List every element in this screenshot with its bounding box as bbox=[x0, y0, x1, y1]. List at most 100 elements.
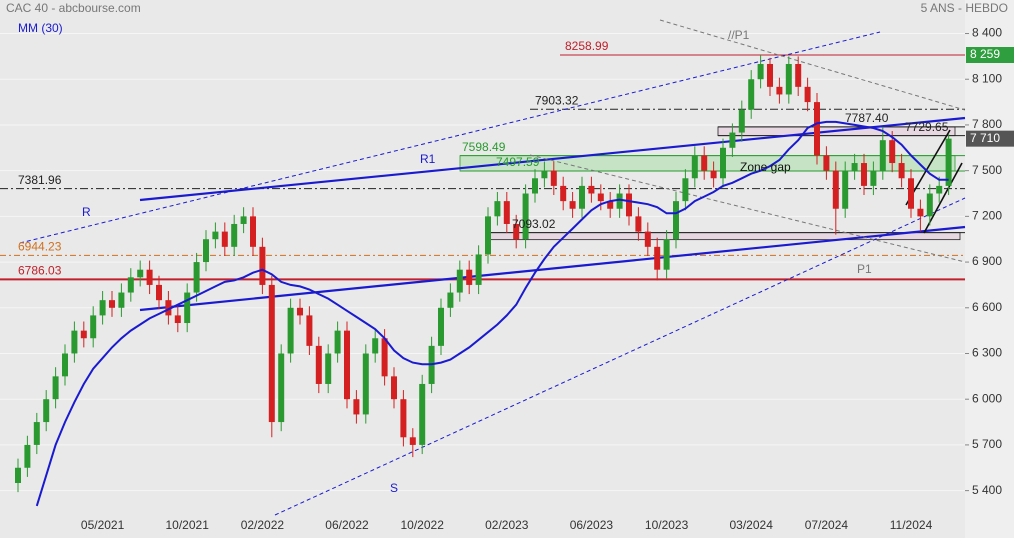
candle-body bbox=[90, 315, 97, 339]
level-label: 7381.96 bbox=[18, 173, 62, 187]
candle-body bbox=[673, 201, 679, 240]
y-tick-label: 6 900 bbox=[972, 254, 1002, 268]
level-label: 8258.99 bbox=[565, 39, 609, 53]
candle-body bbox=[15, 467, 21, 484]
candle-body bbox=[165, 300, 172, 316]
candle-body bbox=[626, 193, 632, 217]
candle-body bbox=[814, 102, 820, 156]
y-tick-label: 8 100 bbox=[972, 71, 1002, 85]
y-tick-label: 5 700 bbox=[972, 437, 1002, 451]
x-tick-label: 10/2021 bbox=[166, 518, 210, 532]
candle-body bbox=[268, 284, 275, 423]
level-label: 7787.40 bbox=[845, 111, 889, 125]
candle-body bbox=[325, 353, 332, 384]
candle-body bbox=[550, 170, 557, 186]
candle-body bbox=[870, 170, 877, 186]
candle-body bbox=[475, 254, 482, 285]
candle-body bbox=[221, 231, 228, 247]
candle-body bbox=[438, 307, 444, 346]
candle-body bbox=[889, 140, 896, 164]
candle-body bbox=[174, 315, 181, 324]
candles bbox=[15, 55, 952, 493]
candle-body bbox=[785, 63, 792, 95]
annotation: //P1 bbox=[728, 28, 750, 42]
candle-body bbox=[691, 155, 698, 179]
candle-body bbox=[372, 338, 379, 354]
candle-body bbox=[926, 193, 933, 217]
support-p1 bbox=[529, 154, 966, 263]
legend-entry: MM (30) bbox=[18, 21, 63, 35]
candle-body bbox=[184, 292, 191, 324]
y-tick-label: 6 000 bbox=[972, 391, 1002, 405]
candle-body bbox=[297, 307, 303, 316]
candle-body bbox=[851, 163, 858, 171]
candle-body bbox=[259, 246, 266, 285]
candle-body bbox=[381, 338, 388, 377]
candle-body bbox=[362, 353, 369, 415]
candle-body bbox=[917, 208, 924, 217]
candle-body bbox=[494, 201, 501, 217]
candle-body bbox=[861, 163, 867, 186]
candle-body bbox=[720, 147, 726, 179]
candle-body bbox=[682, 178, 689, 202]
candle-body bbox=[607, 201, 614, 209]
candle-body bbox=[522, 193, 529, 240]
candle-body bbox=[654, 246, 661, 270]
x-tick-label: 11/2024 bbox=[890, 518, 933, 532]
x-tick-label: 03/2024 bbox=[730, 518, 774, 532]
candle-body bbox=[908, 178, 914, 209]
candle-body bbox=[776, 86, 783, 95]
y-tick-label: 8 400 bbox=[972, 26, 1002, 40]
candle-body bbox=[738, 109, 745, 133]
candle-body bbox=[278, 353, 285, 423]
candle-body bbox=[419, 383, 426, 445]
y-tick-label: 6 300 bbox=[972, 346, 1002, 360]
candle-body bbox=[832, 170, 839, 209]
candle-body bbox=[231, 223, 238, 247]
candle-body bbox=[146, 269, 153, 285]
candle-body bbox=[33, 422, 40, 445]
candle-body bbox=[748, 79, 755, 110]
candle-body bbox=[757, 63, 764, 80]
annotation: Zone gap bbox=[740, 160, 791, 174]
x-tick-label: 02/2023 bbox=[485, 518, 529, 532]
candle-body bbox=[24, 444, 31, 468]
trend-support bbox=[139, 225, 966, 312]
candle-body bbox=[447, 292, 454, 308]
candle-body bbox=[315, 345, 322, 384]
x-tick-label: 06/2023 bbox=[570, 518, 614, 532]
overlay: 8258.99 7903.32 7787.40 7729.65 7598.497497.… bbox=[18, 28, 949, 507]
candle-body bbox=[804, 86, 811, 103]
annotation: R bbox=[82, 205, 91, 219]
candle-body bbox=[597, 193, 604, 202]
candle-body bbox=[503, 201, 510, 224]
candle-body bbox=[250, 216, 256, 247]
level-label: 7497.59 bbox=[496, 155, 540, 169]
candle-body bbox=[936, 185, 943, 194]
trend-lines bbox=[19, 19, 966, 516]
chart-title: CAC 40 - abcbourse.com bbox=[6, 1, 141, 15]
candle-body bbox=[137, 269, 144, 278]
level-label: 7729.65 bbox=[905, 120, 949, 134]
candle-body bbox=[99, 300, 106, 316]
candle-body bbox=[287, 307, 294, 354]
level-label: 7093.02 bbox=[512, 217, 556, 231]
x-tick-label: 02/2022 bbox=[241, 518, 285, 532]
candle-body bbox=[513, 223, 520, 240]
candle-body bbox=[898, 163, 905, 179]
candle-body bbox=[616, 193, 623, 209]
candle-body bbox=[945, 138, 952, 186]
candle-body bbox=[635, 216, 642, 232]
y-tick-label: 5 400 bbox=[972, 483, 1002, 497]
candle-body bbox=[212, 231, 219, 240]
candle-body bbox=[466, 269, 473, 285]
price-badge-label: 8 259 bbox=[970, 47, 1000, 61]
candle-body bbox=[842, 170, 849, 209]
price-badge bbox=[966, 47, 1014, 64]
candle-body bbox=[80, 330, 87, 339]
x-tick-label: 05/2021 bbox=[81, 518, 125, 532]
candle-body bbox=[127, 277, 134, 293]
candle-body bbox=[532, 178, 538, 194]
